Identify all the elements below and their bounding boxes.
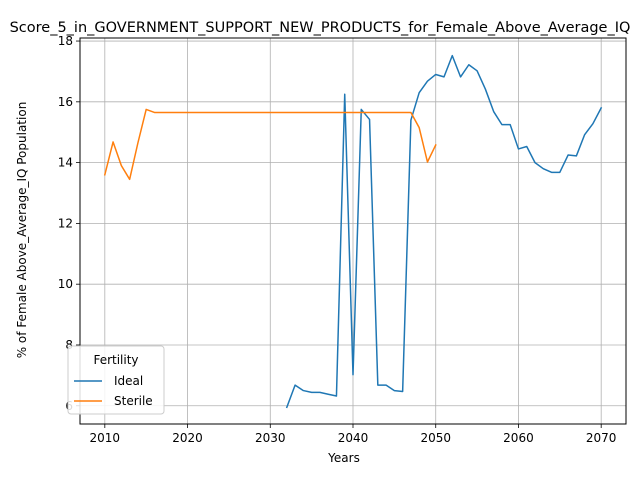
series-lines xyxy=(103,54,603,409)
x-tick-label: 2010 xyxy=(90,431,121,445)
x-tick-label: 2030 xyxy=(255,431,286,445)
legend-label-sterile: Sterile xyxy=(114,394,153,408)
x-tick-label: 2020 xyxy=(172,431,203,445)
y-tick-label: 12 xyxy=(58,216,73,230)
grid xyxy=(80,38,626,424)
x-tick-label: 2070 xyxy=(586,431,617,445)
legend-title: Fertility xyxy=(93,353,138,367)
y-tick-label: 14 xyxy=(58,156,73,170)
y-tick-label: 16 xyxy=(58,95,73,109)
legend-label-ideal: Ideal xyxy=(114,374,143,388)
series-line-ideal xyxy=(285,54,603,409)
axis-ticks: 2010202020302040205020602070681012141618 xyxy=(58,34,617,445)
y-tick-label: 10 xyxy=(58,277,73,291)
x-tick-label: 2050 xyxy=(420,431,451,445)
x-axis-label: Years xyxy=(327,451,360,465)
legend: Fertility Ideal Sterile xyxy=(67,345,165,415)
chart-title: Score_5_in_GOVERNMENT_SUPPORT_NEW_PRODUC… xyxy=(10,20,631,36)
y-tick-label: 8 xyxy=(65,338,73,352)
x-tick-label: 2040 xyxy=(338,431,369,445)
x-tick-label: 2060 xyxy=(503,431,534,445)
y-tick-label: 18 xyxy=(58,34,73,48)
y-axis-label: % of Female Above_Average_IQ Population xyxy=(15,102,29,359)
series-line-sterile xyxy=(103,108,437,181)
legend-box xyxy=(67,345,165,415)
